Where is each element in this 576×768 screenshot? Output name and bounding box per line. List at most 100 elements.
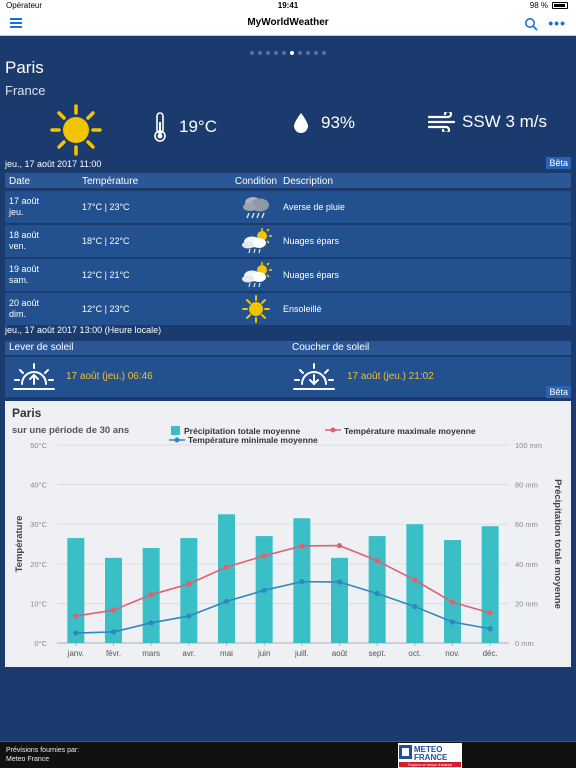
temp-max-line (75, 544, 491, 617)
y-tick-left: 50°C (30, 441, 47, 450)
temp-min-point (299, 579, 305, 585)
precipitation-bar (180, 538, 198, 643)
header-condition: Condition (234, 175, 278, 187)
x-tick-label: mai (220, 649, 233, 658)
sunset-label: Coucher de soleil (292, 342, 370, 353)
beta-badge[interactable]: Bêta (546, 157, 571, 169)
precipitation-bar (67, 538, 85, 643)
sun-times: 17 août (jeu.) 06:46 17 août (jeu.) 21:0… (5, 357, 571, 397)
app-title: MyWorldWeather (247, 17, 329, 28)
page-dot[interactable] (298, 51, 302, 55)
table-row[interactable]: 20 août dim. 12°C | 23°C Ensoleillé (5, 293, 571, 325)
row-date: 20 août dim. (9, 293, 79, 325)
temp-max-point (110, 607, 117, 613)
row-date: 19 août sam. (9, 259, 79, 291)
y-axis-label-right: Précipitation totale moyenne (552, 479, 563, 609)
temp-min-point (223, 598, 230, 605)
chart-title: Paris (12, 406, 42, 420)
more-options-icon[interactable]: ••• (548, 15, 566, 31)
hamburger-menu-icon[interactable] (10, 18, 22, 28)
y-tick-right: 20 mm (515, 599, 538, 608)
current-conditions: 19°C 93% SSW 3 m/s (0, 100, 576, 158)
precipitation-bar (406, 524, 424, 643)
row-date: 18 août ven. (9, 225, 79, 257)
page-dot[interactable] (290, 51, 294, 55)
row-date-day: 20 août (9, 298, 40, 308)
clock: 19:41 (277, 1, 299, 10)
temp-min-point (412, 603, 418, 610)
temperature-value: 19°C (179, 117, 217, 136)
beta-badge-sun[interactable]: Bêta (546, 386, 571, 398)
y-tick-right: 100 mm (515, 441, 542, 450)
temp-max-point (336, 542, 343, 549)
temp-min-point (261, 587, 267, 593)
temp-min-line (75, 580, 491, 634)
row-date-day: 17 août (9, 196, 40, 206)
nav-bar: MyWorldWeather ••• (0, 12, 576, 36)
row-date-day: 18 août (9, 230, 40, 240)
legend-marker-min (174, 437, 180, 443)
table-row[interactable]: 19 août sam. 12°C | 21°C Nuages épars (5, 259, 571, 291)
humidity-value: 93% (321, 113, 356, 132)
sun-cloud-rain-icon (228, 225, 284, 257)
row-description: Ensoleillé (283, 304, 322, 314)
humidity-drop-icon (294, 113, 308, 133)
temp-max-point (374, 558, 380, 564)
row-date-weekday: jeu. (9, 207, 24, 217)
sun-timestamp: jeu., 17 août 2017 13:00 (Heure locale) (5, 325, 162, 335)
page-dot[interactable] (266, 51, 270, 55)
y-tick-left: 10°C (30, 599, 47, 608)
legend-temp-min: Température minimale moyenne (188, 435, 318, 445)
x-tick-label: mars (142, 649, 160, 658)
climate-chart: Paris sur une période de 30 ans Précipitat… (12, 406, 563, 658)
page-dot[interactable] (258, 51, 262, 55)
temp-max-point (148, 592, 154, 598)
temp-min-point (110, 629, 117, 635)
x-tick-label: oct. (408, 649, 421, 658)
temp-max-point (487, 610, 493, 616)
row-date: 17 août jeu. (9, 191, 79, 223)
precipitation-bar (368, 536, 386, 643)
page-dot[interactable] (322, 51, 326, 55)
temp-min-point (148, 620, 154, 626)
temp-max-point (299, 543, 305, 549)
x-tick-label: févr. (106, 649, 121, 658)
table-row[interactable]: 17 août jeu. 17°C | 23°C Averse de pluie (5, 191, 571, 223)
legend-precipitation: Précipitation totale moyenne (184, 426, 300, 436)
page-dot[interactable] (282, 51, 286, 55)
row-temperature: 12°C | 23°C (82, 304, 130, 314)
x-tick-label: nov. (445, 649, 460, 658)
page-indicator[interactable] (0, 42, 576, 55)
page-dot[interactable] (274, 51, 278, 55)
page-dot[interactable] (306, 51, 310, 55)
page-dot[interactable] (250, 51, 254, 55)
current-temperature: 19°C (153, 112, 217, 142)
page-dot[interactable] (314, 51, 318, 55)
sun-icon (50, 104, 102, 156)
sunrise-label: Lever de soleil (9, 342, 74, 353)
header-date: Date (9, 175, 31, 187)
y-tick-right: 80 mm (515, 481, 538, 490)
x-tick-label: sept. (368, 649, 385, 658)
svg-text:Toujours un temps d'avance: Toujours un temps d'avance (408, 763, 453, 767)
temp-max-point (449, 599, 456, 605)
precipitation-bar (105, 557, 122, 643)
temp-min-point (487, 626, 493, 632)
battery-icon (552, 2, 568, 9)
footer-provider-name: Meteo France (6, 756, 50, 763)
x-tick-label: août (332, 649, 348, 658)
legend-swatch-precipitation (171, 426, 180, 435)
temp-min-point (336, 579, 343, 585)
table-row[interactable]: 18 août ven. 18°C | 22°C Nuages épars (5, 225, 571, 257)
legend-temp-max: Température maximale moyenne (344, 426, 476, 436)
search-icon[interactable] (524, 17, 538, 31)
meteo-france-logo[interactable]: METEO FRANCE Toujours un temps d'avance (398, 743, 462, 768)
y-tick-left: 0°C (34, 639, 47, 648)
wind-icon (428, 112, 456, 132)
header-temperature: Température (82, 175, 139, 187)
row-date-day: 19 août (9, 264, 40, 274)
x-tick-label: juin (257, 649, 270, 658)
chart-subtitle: sur une période de 30 ans (12, 425, 129, 436)
row-temperature: 18°C | 22°C (82, 236, 130, 246)
status-bar: Opérateur 19:41 98 % (0, 0, 576, 12)
